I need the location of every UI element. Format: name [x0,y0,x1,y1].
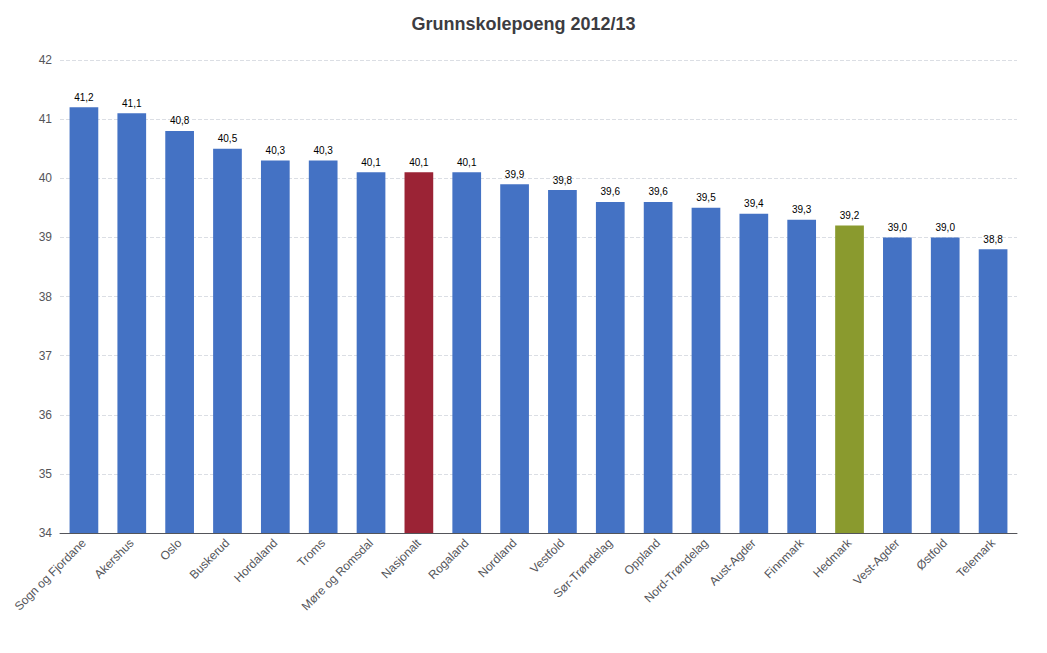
svg-text:40,8: 40,8 [170,115,190,126]
svg-text:Finnmark: Finnmark [761,535,807,581]
svg-text:40: 40 [39,171,53,185]
svg-text:36: 36 [39,408,53,422]
svg-text:39,9: 39,9 [505,169,525,180]
svg-text:41,2: 41,2 [74,92,94,103]
svg-text:Buskerud: Buskerud [187,536,233,582]
svg-text:40,3: 40,3 [266,145,286,156]
svg-text:40,1: 40,1 [409,157,429,168]
svg-text:Østfold: Østfold [913,536,950,573]
svg-text:39,5: 39,5 [696,192,716,203]
svg-text:Oppland: Oppland [621,536,663,578]
svg-text:Akershus: Akershus [91,536,136,581]
svg-text:39,3: 39,3 [792,204,812,215]
svg-text:Hedmark: Hedmark [810,535,855,580]
svg-text:Vestfold: Vestfold [527,536,567,576]
svg-text:Sogn og Fjordane: Sogn og Fjordane [12,536,90,614]
svg-text:40,1: 40,1 [361,157,381,168]
svg-text:39,0: 39,0 [935,222,955,233]
svg-text:39,6: 39,6 [601,186,621,197]
svg-text:40,1: 40,1 [457,157,477,168]
svg-text:40,3: 40,3 [313,145,333,156]
svg-text:Møre og Romsdal: Møre og Romsdal [299,536,376,613]
svg-text:Nasjonalt: Nasjonalt [379,536,425,582]
svg-text:39,8: 39,8 [553,175,573,186]
svg-text:39: 39 [39,230,53,244]
svg-text:38,8: 38,8 [983,234,1003,245]
svg-text:Troms: Troms [295,536,329,570]
svg-text:Nordland: Nordland [475,536,519,580]
svg-text:41,1: 41,1 [122,98,142,109]
svg-text:Telemark: Telemark [954,535,999,580]
svg-text:39,4: 39,4 [744,198,764,209]
svg-text:Vest-Agder: Vest-Agder [850,536,902,588]
svg-text:41: 41 [39,112,53,126]
svg-text:35: 35 [39,467,53,481]
svg-text:39,2: 39,2 [840,210,860,221]
svg-text:Rogaland: Rogaland [425,536,471,582]
svg-text:42: 42 [39,53,53,67]
svg-text:37: 37 [39,349,53,363]
svg-text:Sør-Trøndelag: Sør-Trøndelag [551,536,616,601]
svg-text:Hordaland: Hordaland [231,536,280,585]
svg-text:40,5: 40,5 [218,133,238,144]
svg-text:Oslo: Oslo [157,536,185,564]
svg-text:Aust-Agder: Aust-Agder [706,536,758,588]
svg-text:34: 34 [39,526,53,540]
svg-text:39,6: 39,6 [648,186,668,197]
svg-text:Grunnskolepoeng 2012/13: Grunnskolepoeng 2012/13 [411,14,635,34]
svg-text:38: 38 [39,290,53,304]
svg-text:39,0: 39,0 [888,222,908,233]
svg-text:Nord-Trøndelag: Nord-Trøndelag [642,536,711,605]
